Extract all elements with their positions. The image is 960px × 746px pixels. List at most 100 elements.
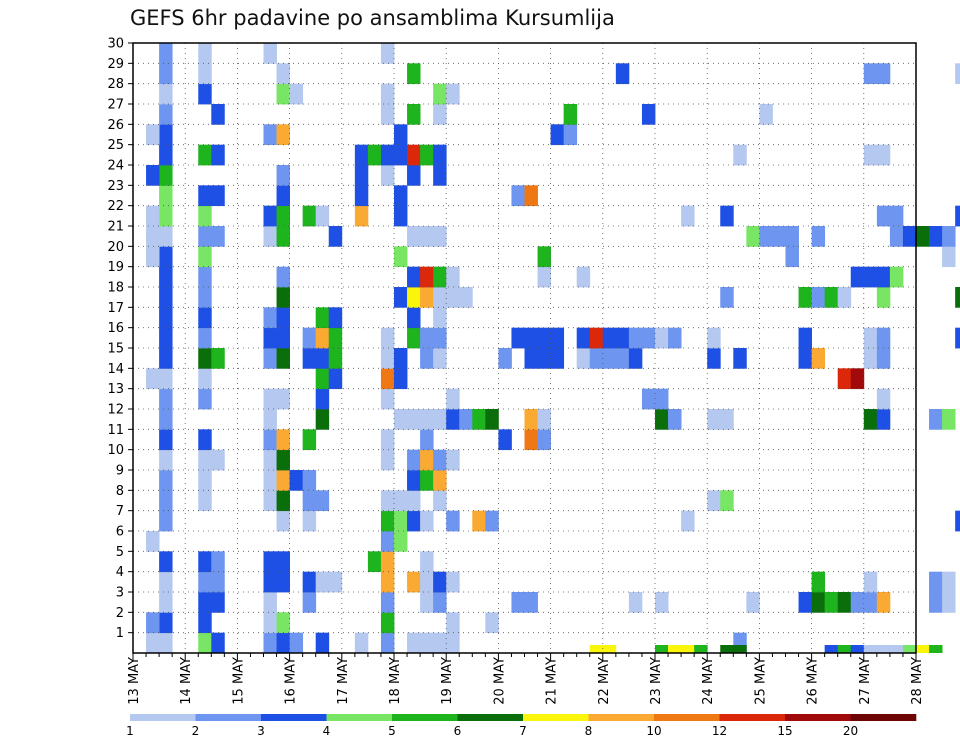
heatmap-cell [537, 327, 551, 349]
heatmap-cell [420, 449, 434, 471]
heatmap-cell [354, 205, 369, 227]
heatmap-cell [668, 327, 682, 349]
heatmap-cell [211, 144, 225, 166]
y-tick-label: 29 [107, 57, 124, 72]
heatmap-cell [942, 409, 956, 430]
heatmap-cell [198, 449, 212, 471]
heatmap-cell [380, 104, 395, 125]
heatmap-cell [407, 510, 421, 532]
x-tick-label: 26 MAY [806, 657, 821, 705]
heatmap-cell [433, 104, 447, 125]
heatmap-cell [198, 388, 212, 410]
heatmap-cell [328, 226, 343, 247]
heatmap-cell [876, 287, 891, 308]
heatmap-cell [446, 266, 460, 288]
band-cell [929, 645, 943, 653]
heatmap-cell [537, 348, 551, 369]
heatmap-cell [929, 571, 943, 593]
heatmap-cell [798, 348, 812, 369]
heatmap-cell [367, 144, 382, 166]
band-cell [889, 645, 904, 653]
heatmap-cell [263, 43, 277, 64]
heatmap-cell [276, 551, 290, 573]
heatmap-cell [159, 144, 173, 166]
y-tick-label: 17 [107, 301, 124, 316]
heatmap-cell [863, 409, 878, 430]
x-tick-label: 28 MAY [910, 657, 925, 705]
heatmap-cell [942, 592, 956, 613]
band-cell [733, 645, 747, 653]
heatmap-cell [315, 205, 330, 227]
heatmap-cell [929, 409, 943, 430]
color-legend: 1 2 3 4 5 6 7 8 10 12 15 20 [126, 714, 917, 738]
heatmap-cell [276, 429, 290, 451]
y-axis: 1234567891011121314151617181920212223242… [107, 37, 133, 641]
heatmap-cell [315, 327, 330, 349]
heatmap-cell [328, 307, 343, 329]
band-cell [902, 645, 917, 653]
heatmap-cell [863, 348, 878, 369]
heatmap-cell [420, 409, 434, 430]
heatmap-cell [524, 327, 538, 349]
x-tick-label: 15 MAY [231, 657, 246, 705]
legend-swatch [523, 714, 589, 721]
legend-swatch [785, 714, 851, 721]
heatmap-cell [811, 571, 826, 593]
y-tick-label: 6 [116, 525, 124, 540]
heatmap-cell [681, 205, 695, 227]
heatmap-cell [146, 368, 160, 390]
heatmap-cell [785, 246, 799, 268]
heatmap-cell [276, 165, 290, 186]
heatmap-cell [850, 592, 865, 613]
heatmap-cell [524, 348, 538, 369]
heatmap-cell [198, 327, 212, 349]
heatmap-cell [302, 348, 317, 369]
heatmap-cell [380, 551, 395, 573]
heatmap-cell [537, 266, 551, 288]
heatmap-cell [446, 409, 460, 430]
heatmap-cell [433, 470, 447, 491]
heatmap-cell [198, 490, 212, 512]
heatmap-cell [276, 470, 290, 491]
heatmap-cell [420, 144, 434, 166]
x-tick-label: 19 MAY [440, 657, 455, 705]
heatmap-cell [159, 429, 173, 451]
heatmap-cell [576, 348, 591, 369]
legend-swatch [588, 714, 655, 721]
heatmap-cell [407, 63, 421, 85]
heatmap-cell [315, 307, 330, 329]
heatmap-cell [420, 429, 434, 451]
heatmap-cell [354, 144, 369, 166]
heatmap-cell [433, 490, 447, 512]
heatmap-cell [159, 409, 173, 430]
heatmap-cell [772, 226, 786, 247]
heatmap-cell [537, 429, 551, 451]
heatmap-cell [876, 266, 891, 288]
heatmap-cell [655, 388, 669, 410]
heatmap-cell [159, 104, 173, 125]
heatmap-cell [407, 144, 421, 166]
heatmap-cell [563, 104, 578, 125]
y-tick-label: 19 [107, 260, 124, 275]
heatmap-cell [955, 510, 960, 532]
heatmap-cell [655, 592, 669, 613]
heatmap-cell [380, 449, 395, 471]
heatmap-cell [146, 246, 160, 268]
heatmap-cell [955, 63, 960, 85]
legend-label: 2 [192, 724, 200, 738]
heatmap-cell [302, 490, 317, 512]
band-cell [602, 645, 617, 653]
y-tick-label: 27 [107, 98, 124, 113]
y-tick-label: 13 [107, 382, 124, 397]
heatmap-cell [380, 43, 395, 64]
heatmap-cell [159, 246, 173, 268]
heatmap-cell [159, 388, 173, 410]
heatmap-cell [563, 124, 578, 146]
heatmap-cell [276, 612, 290, 634]
heatmap-cell [876, 592, 891, 613]
band-cell [837, 645, 852, 653]
heatmap-cell [524, 592, 538, 613]
heatmap-cell [354, 632, 369, 654]
heatmap-cell [315, 388, 330, 410]
heatmap-cell [198, 205, 212, 227]
